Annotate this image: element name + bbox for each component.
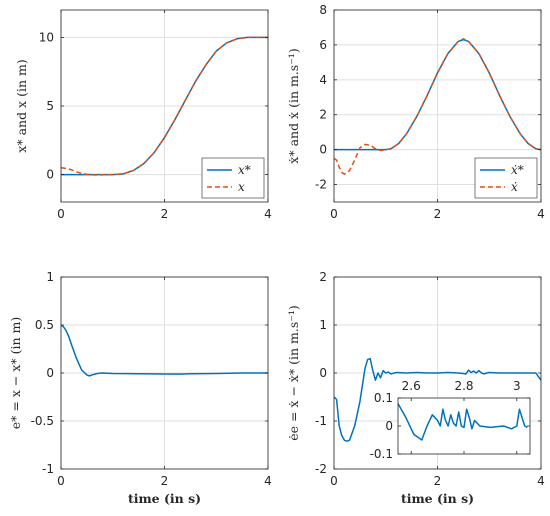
series-line-0 (61, 36, 268, 176)
x-tick-label: 2.8 (454, 379, 473, 393)
subplot-position-error: 0 2 4 -1 -0.5 0 0.5 1 e* = x − x* (in m) time (… (8, 270, 272, 506)
y-axis-label: e* = x − x* (in m) (8, 317, 23, 429)
y-axis-label: ẋ* and ẋ (in m.s⁻¹) (286, 48, 301, 163)
y-tick-label: -0.1 (370, 447, 393, 461)
series-group (334, 38, 541, 175)
tick-labels: 0 2 4 0 5 10 (39, 10, 272, 221)
tick-labels: 0 2 4 -1 -0.5 0 0.5 1 (31, 270, 272, 488)
x-axis-label: time (in s) (128, 491, 201, 506)
y-tick-label: 10 (39, 30, 54, 44)
y-tick-label: 8 (319, 3, 327, 17)
x-tick-label: 4 (537, 474, 545, 488)
x-tick-label: 2 (161, 207, 169, 221)
subplot-position: 0 2 4 0 5 10 x* and x (in m) x* x (14, 9, 272, 221)
legend: x* x (201, 157, 265, 199)
series-line-0 (398, 403, 528, 441)
legend-label: x* (238, 163, 251, 177)
y-tick-label: 0 (385, 419, 393, 433)
inset-zoom: 2.6 2.8 3 -0.1 0 0.1 (370, 379, 531, 461)
tick-labels: 2.6 2.8 3 -0.1 0 0.1 (370, 379, 530, 461)
y-axis-label: ėe = ẋ − ẋ* (in m.s⁻¹) (286, 305, 301, 441)
series-line-1 (61, 36, 268, 176)
x-axis-label: time (in s) (401, 491, 474, 506)
y-tick-label: 0 (319, 366, 327, 380)
series-line-1 (334, 38, 541, 175)
x-tick-label: 0 (57, 474, 65, 488)
y-tick-label: -2 (315, 462, 327, 476)
legend-label: x (238, 180, 245, 194)
x-tick-label: 4 (264, 207, 272, 221)
series-group (61, 36, 268, 176)
x-tick-label: 0 (330, 207, 338, 221)
y-tick-label: -2 (315, 178, 327, 192)
x-tick-label: 2 (161, 474, 169, 488)
legend-box (201, 157, 265, 199)
y-axis-label: x* and x (in m) (14, 59, 29, 152)
x-tick-label: 0 (57, 207, 65, 221)
y-tick-label: -0.5 (31, 414, 54, 428)
x-tick-label: 4 (537, 207, 545, 221)
y-tick-label: 0 (319, 143, 327, 157)
legend-label: ẋ (511, 180, 518, 194)
y-tick-label: 1 (46, 270, 54, 284)
tick-labels: 0 2 4 -2 -1 0 1 2 (315, 270, 545, 488)
y-tick-label: 0 (46, 366, 54, 380)
y-tick-label: 4 (319, 73, 327, 87)
x-tick-label: 2 (434, 207, 442, 221)
series-line-0 (334, 357, 541, 442)
y-tick-label: 2 (319, 270, 327, 284)
y-tick-label: -1 (42, 462, 54, 476)
legend: ẋ* ẋ (474, 157, 538, 199)
y-tick-label: 5 (46, 99, 54, 113)
series-line-0 (61, 324, 268, 377)
x-tick-label: 2.6 (402, 379, 421, 393)
series-group (398, 403, 528, 441)
y-tick-label: 6 (319, 38, 327, 52)
y-tick-label: 1 (319, 318, 327, 332)
legend-label: ẋ* (511, 163, 524, 177)
y-tick-label: 0 (46, 168, 54, 182)
series-group (334, 357, 541, 442)
x-tick-label: 4 (264, 474, 272, 488)
subplot-velocity: 0 2 4 -2 0 2 4 6 8 ẋ* and ẋ (in m.s⁻¹) ẋ* ẋ (286, 3, 545, 221)
tick-labels: 0 2 4 -2 0 2 4 6 8 (315, 3, 545, 221)
y-tick-label: -1 (315, 414, 327, 428)
y-tick-label: 0.5 (35, 318, 54, 332)
y-tick-label: 2 (319, 108, 327, 122)
legend-box (474, 157, 538, 199)
x-tick-label: 3 (513, 379, 521, 393)
x-tick-label: 0 (330, 474, 338, 488)
y-tick-label: 0.1 (374, 391, 393, 405)
x-tick-label: 2 (434, 474, 442, 488)
series-group (61, 324, 268, 377)
